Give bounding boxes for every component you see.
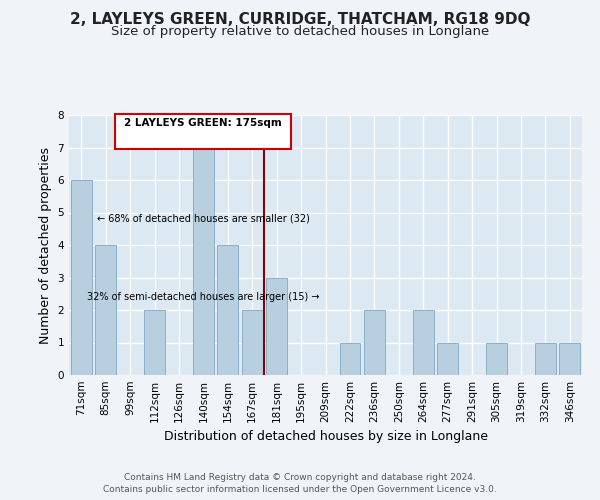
Text: Size of property relative to detached houses in Longlane: Size of property relative to detached ho… (111, 25, 489, 38)
Bar (364, 310, 385, 375)
Bar (340, 342, 361, 375)
Bar (193, 148, 214, 375)
Bar (242, 310, 263, 375)
Bar (559, 342, 580, 375)
Text: ← 68% of detached houses are smaller (32): ← 68% of detached houses are smaller (32… (97, 214, 310, 224)
FancyBboxPatch shape (115, 114, 292, 149)
Text: Contains HM Land Registry data © Crown copyright and database right 2024.: Contains HM Land Registry data © Crown c… (124, 472, 476, 482)
Bar (266, 278, 287, 375)
Y-axis label: Number of detached properties: Number of detached properties (39, 146, 52, 344)
Text: Contains public sector information licensed under the Open Government Licence v3: Contains public sector information licen… (103, 485, 497, 494)
Text: 2 LAYLEYS GREEN: 175sqm: 2 LAYLEYS GREEN: 175sqm (124, 118, 282, 128)
Bar (71, 180, 92, 375)
X-axis label: Distribution of detached houses by size in Longlane: Distribution of detached houses by size … (163, 430, 487, 444)
Bar (144, 310, 165, 375)
Bar (95, 245, 116, 375)
Text: 2, LAYLEYS GREEN, CURRIDGE, THATCHAM, RG18 9DQ: 2, LAYLEYS GREEN, CURRIDGE, THATCHAM, RG… (70, 12, 530, 28)
Bar (535, 342, 556, 375)
Bar (217, 245, 238, 375)
Bar (413, 310, 434, 375)
Text: 32% of semi-detached houses are larger (15) →: 32% of semi-detached houses are larger (… (87, 292, 320, 302)
Bar (437, 342, 458, 375)
Bar (486, 342, 507, 375)
